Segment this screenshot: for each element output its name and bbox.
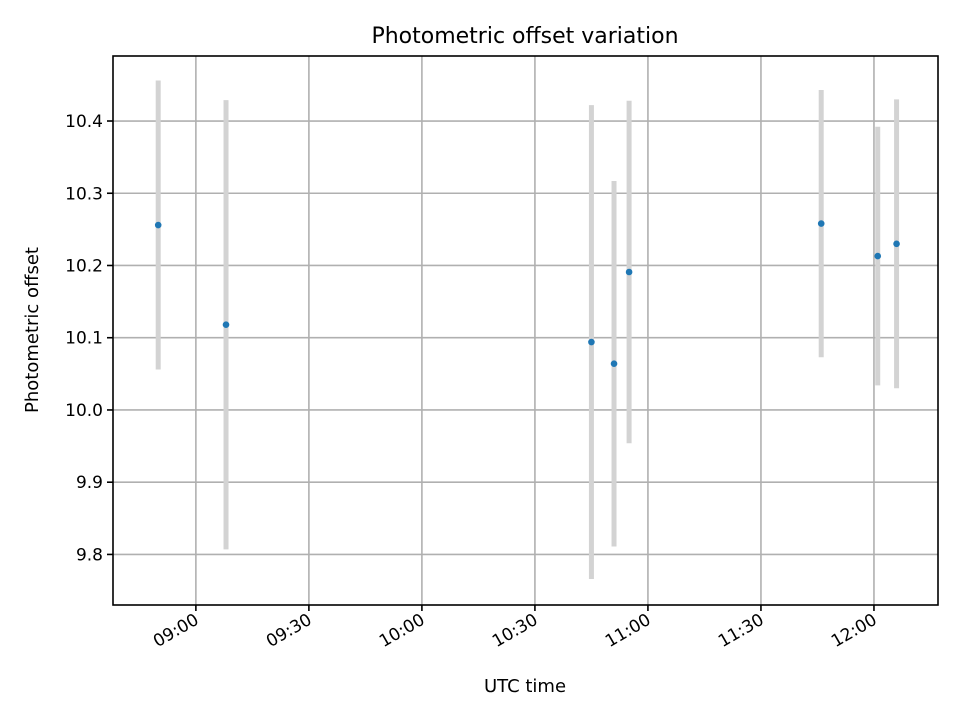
- x-tick-label: 11:30: [715, 610, 767, 652]
- y-tick-label: 10.0: [65, 401, 103, 421]
- x-tick-label: 10:30: [489, 610, 541, 652]
- x-tick-label: 12:00: [828, 610, 880, 652]
- data-point: [154, 221, 162, 229]
- data-point: [817, 220, 825, 227]
- data-point: [893, 240, 900, 248]
- data-point: [588, 338, 595, 346]
- y-tick-label: 10.3: [65, 184, 103, 204]
- y-tick-label: 10.2: [65, 256, 103, 276]
- point-layer: [154, 220, 900, 368]
- x-tick-label: 10:00: [376, 610, 428, 652]
- data-point: [610, 360, 618, 368]
- chart-title: Photometric offset variation: [371, 24, 678, 49]
- y-axis-label: Photometric offset: [22, 247, 43, 413]
- errorbar-layer: [155, 80, 900, 579]
- x-tick-label: 11:00: [602, 610, 654, 652]
- data-point: [222, 321, 230, 329]
- data-point: [625, 268, 633, 276]
- x-axis-label: UTC time: [484, 676, 566, 697]
- plot-frame: [112, 55, 939, 606]
- y-tick-label: 9.9: [76, 473, 103, 493]
- data-point: [874, 252, 882, 260]
- x-tick-label: 09:00: [150, 610, 202, 652]
- y-tick-label: 9.8: [76, 545, 103, 565]
- grid-layer: [113, 56, 938, 605]
- y-tick-label: 10.4: [65, 112, 103, 132]
- y-tick-label: 10.1: [65, 329, 103, 349]
- x-tick-label: 09:30: [263, 610, 315, 652]
